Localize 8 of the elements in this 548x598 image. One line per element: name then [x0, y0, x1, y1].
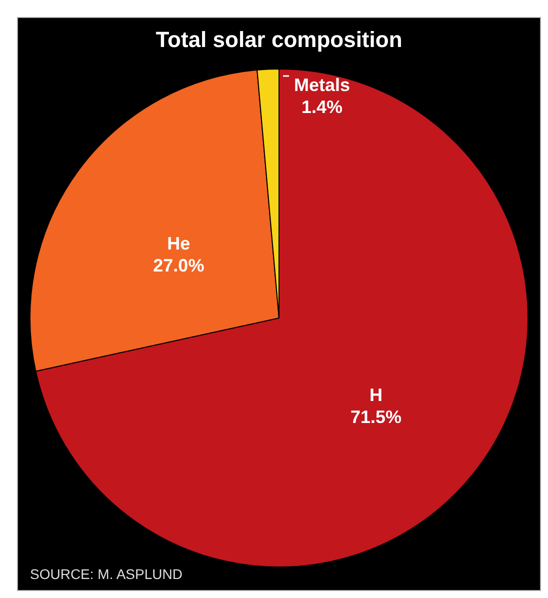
- slice-label: He: [167, 233, 190, 254]
- chart-title: Total solar composition: [156, 27, 402, 52]
- source-note: SOURCE: M. ASPLUND: [30, 566, 182, 582]
- data-label: 71.5%: [350, 407, 402, 428]
- slice-label: H: [369, 385, 382, 406]
- slice-label: Metals: [294, 75, 350, 95]
- data-label: 27.0%: [153, 255, 204, 276]
- data-label: 1.4%: [301, 97, 343, 117]
